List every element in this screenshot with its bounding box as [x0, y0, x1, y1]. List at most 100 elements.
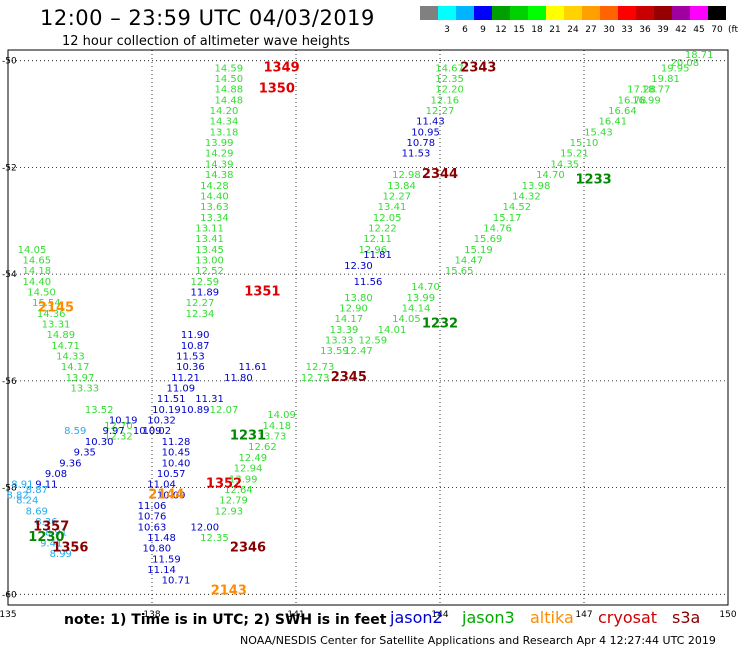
wave-height-label: 14.70: [536, 170, 565, 181]
wave-height-label: 14.76: [483, 223, 512, 234]
wave-height-label: 13.99: [205, 138, 234, 149]
wave-height-label: 13.11: [195, 223, 224, 234]
colorbar-swatch: [564, 6, 582, 20]
wave-height-label: 12.59: [190, 277, 219, 288]
wave-height-label: 10.45: [162, 448, 191, 459]
wave-height-label: 12.47: [344, 346, 373, 357]
wave-height-label: 12.27: [382, 191, 411, 202]
pass-time-label: 1230: [28, 530, 64, 545]
pass-time-label: 1233: [576, 172, 612, 187]
wave-height-label: 14.35: [550, 159, 579, 170]
wave-height-label: 15.10: [570, 138, 599, 149]
colorbar-swatch: [636, 6, 654, 20]
colorbar-swatch: [546, 6, 564, 20]
wave-height-label: 14.50: [214, 74, 243, 85]
legend-item-jason2: jason2: [390, 608, 443, 627]
wave-height-label: 13.52: [85, 405, 114, 416]
wave-height-label: 9.11: [35, 480, 57, 491]
wave-height-label: 16.64: [608, 106, 637, 117]
legend-item-jason3: jason3: [462, 608, 515, 627]
wave-height-label: 10.30: [85, 437, 114, 448]
wave-height-label: 10.78: [406, 138, 435, 149]
longitude-tick-label: 135: [0, 610, 17, 620]
wave-height-label: 15.54: [32, 298, 61, 309]
latitude-tick-label: -52: [2, 163, 17, 173]
pass-time-label: 2144: [148, 487, 184, 502]
wave-height-label: 14.89: [46, 330, 75, 341]
wave-height-label: 8.99: [50, 549, 72, 560]
wave-height-label: 11.80: [224, 373, 253, 384]
wave-height-label: 13.59: [320, 346, 349, 357]
wave-height-label: 11.04: [147, 480, 176, 491]
wave-height-label: 14.18: [262, 421, 291, 432]
wave-height-label: 11.56: [354, 277, 383, 288]
wave-height-label: 12.98: [392, 170, 421, 181]
pass-time-label: 1357: [33, 519, 69, 534]
wave-height-label: 14.34: [210, 117, 239, 128]
colorbar-swatch: [582, 6, 600, 20]
wave-height-label: 13.73: [258, 432, 287, 443]
longitude-tick-label: 138: [143, 610, 160, 620]
wave-height-label: 12.34: [186, 309, 215, 320]
wave-height-label: 14.17: [334, 314, 363, 325]
longitude-tick-label: 141: [287, 610, 304, 620]
wave-height-label: 12.94: [234, 464, 263, 475]
wave-height-label: 13.31: [42, 320, 71, 331]
wave-height-label: 13.33: [325, 336, 354, 347]
wave-height-label: 12.73: [301, 373, 330, 384]
wave-height-label: 10.63: [138, 522, 167, 533]
wave-height-label: 11.48: [147, 533, 176, 544]
wave-height-label: 11.59: [152, 554, 181, 565]
pass-time-label: 1356: [52, 541, 88, 556]
wave-height-label: 14.67: [435, 63, 464, 74]
wave-height-label: 13.45: [195, 245, 224, 256]
wave-height-label: 10.89: [181, 405, 210, 416]
wave-height-label: 8.87: [26, 485, 48, 496]
wave-height-label: 8.36: [35, 517, 57, 528]
map-title: 12:00 – 23:59 UTC 04/03/2019: [40, 6, 375, 30]
wave-height-label: 17.28: [627, 85, 656, 96]
wave-height-label: 13.34: [200, 213, 229, 224]
wave-height-label: 12.30: [344, 261, 373, 272]
wave-height-label: 10.40: [162, 458, 191, 469]
pass-time-label: 1352: [206, 477, 242, 492]
wave-height-label: 12.07: [210, 405, 239, 416]
wave-height-label: 14.17: [61, 362, 90, 373]
colorbar-label: 42: [675, 25, 686, 35]
colorbar-label: 6: [462, 25, 468, 35]
wave-height-label: 15.43: [584, 127, 613, 138]
wave-height-label: 11.09: [166, 384, 195, 395]
wave-height-label: 14.29: [205, 149, 234, 160]
wave-height-label: 14.70: [411, 282, 440, 293]
wave-height-label: 9.36: [59, 458, 81, 469]
wave-height-label: 13.00: [195, 255, 224, 266]
wave-height-label: 12.27: [186, 298, 215, 309]
colorbar-swatch: [510, 6, 528, 20]
wave-height-label: 8.69: [26, 506, 48, 517]
pass-time-label: 2346: [230, 541, 266, 556]
pass-time-label: 2143: [211, 583, 247, 598]
wave-height-label: 15.65: [445, 266, 474, 277]
wave-height-label: 12.79: [219, 496, 248, 507]
wave-height-label: 13.80: [344, 293, 373, 304]
colorbar-swatch: [600, 6, 618, 20]
pass-time-label: 2344: [422, 167, 458, 182]
longitude-tick-label: 147: [575, 610, 592, 620]
wave-height-label: 20.08: [670, 58, 699, 69]
wave-height-label: 18.71: [685, 50, 714, 61]
wave-height-label: 14.88: [214, 85, 243, 96]
wave-height-label: 14.47: [454, 255, 483, 266]
wave-height-label: 18.77: [642, 85, 671, 96]
colorbar-swatch: [708, 6, 726, 20]
wave-height-label: 14.28: [200, 181, 229, 192]
wave-height-label: 12.96: [358, 245, 387, 256]
colorbar-swatch: [474, 6, 492, 20]
wave-height-label: 13.98: [522, 181, 551, 192]
colorbar-label: 33: [621, 25, 632, 35]
wave-height-label: 9.97: [102, 426, 124, 437]
colorbar-swatch: [438, 6, 456, 20]
legend-item-altika: altika: [530, 608, 574, 627]
wave-height-label: 14.71: [51, 341, 80, 352]
wave-height-label: 12.00: [190, 522, 219, 533]
